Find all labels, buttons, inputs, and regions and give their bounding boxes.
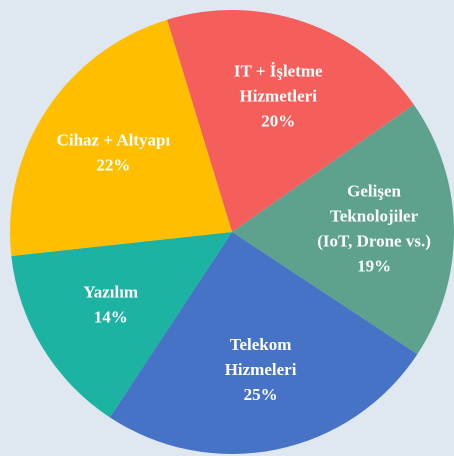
value-label: 19% bbox=[357, 256, 391, 275]
label-line: Yazılım bbox=[83, 282, 138, 301]
slice-label: Telekom Hizmeleri 25% bbox=[225, 335, 297, 404]
slice-label: Yazılım 14% bbox=[83, 282, 138, 326]
label-line: IT + İşletme bbox=[234, 62, 323, 81]
label-line: Gelişen bbox=[347, 181, 401, 200]
label-line: Hizmeleri bbox=[225, 360, 297, 379]
value-label: 20% bbox=[261, 112, 295, 131]
label-line: Hizmetleri bbox=[240, 87, 318, 106]
value-label: 22% bbox=[96, 155, 130, 174]
slice-label: Gelişen Teknolojiler (IoT, Drone vs.) 19% bbox=[317, 181, 431, 275]
value-label: 25% bbox=[244, 385, 278, 404]
slice-label: IT + İşletme Hizmetleri 20% bbox=[234, 62, 323, 131]
pie-slice bbox=[9, 19, 232, 256]
pie-slice bbox=[109, 232, 418, 454]
label-line: (IoT, Drone vs.) bbox=[317, 231, 431, 250]
label-line: Cihaz + Altyapı bbox=[57, 130, 171, 149]
label-line: Telekom bbox=[230, 335, 292, 354]
slice-label: Cihaz + Altyapı 22% bbox=[57, 130, 171, 174]
pie-slice bbox=[11, 232, 232, 418]
pie-slice bbox=[232, 104, 454, 355]
label-line: Teknolojiler bbox=[330, 206, 419, 225]
value-label: 14% bbox=[94, 307, 128, 326]
pie-slice bbox=[167, 9, 414, 232]
